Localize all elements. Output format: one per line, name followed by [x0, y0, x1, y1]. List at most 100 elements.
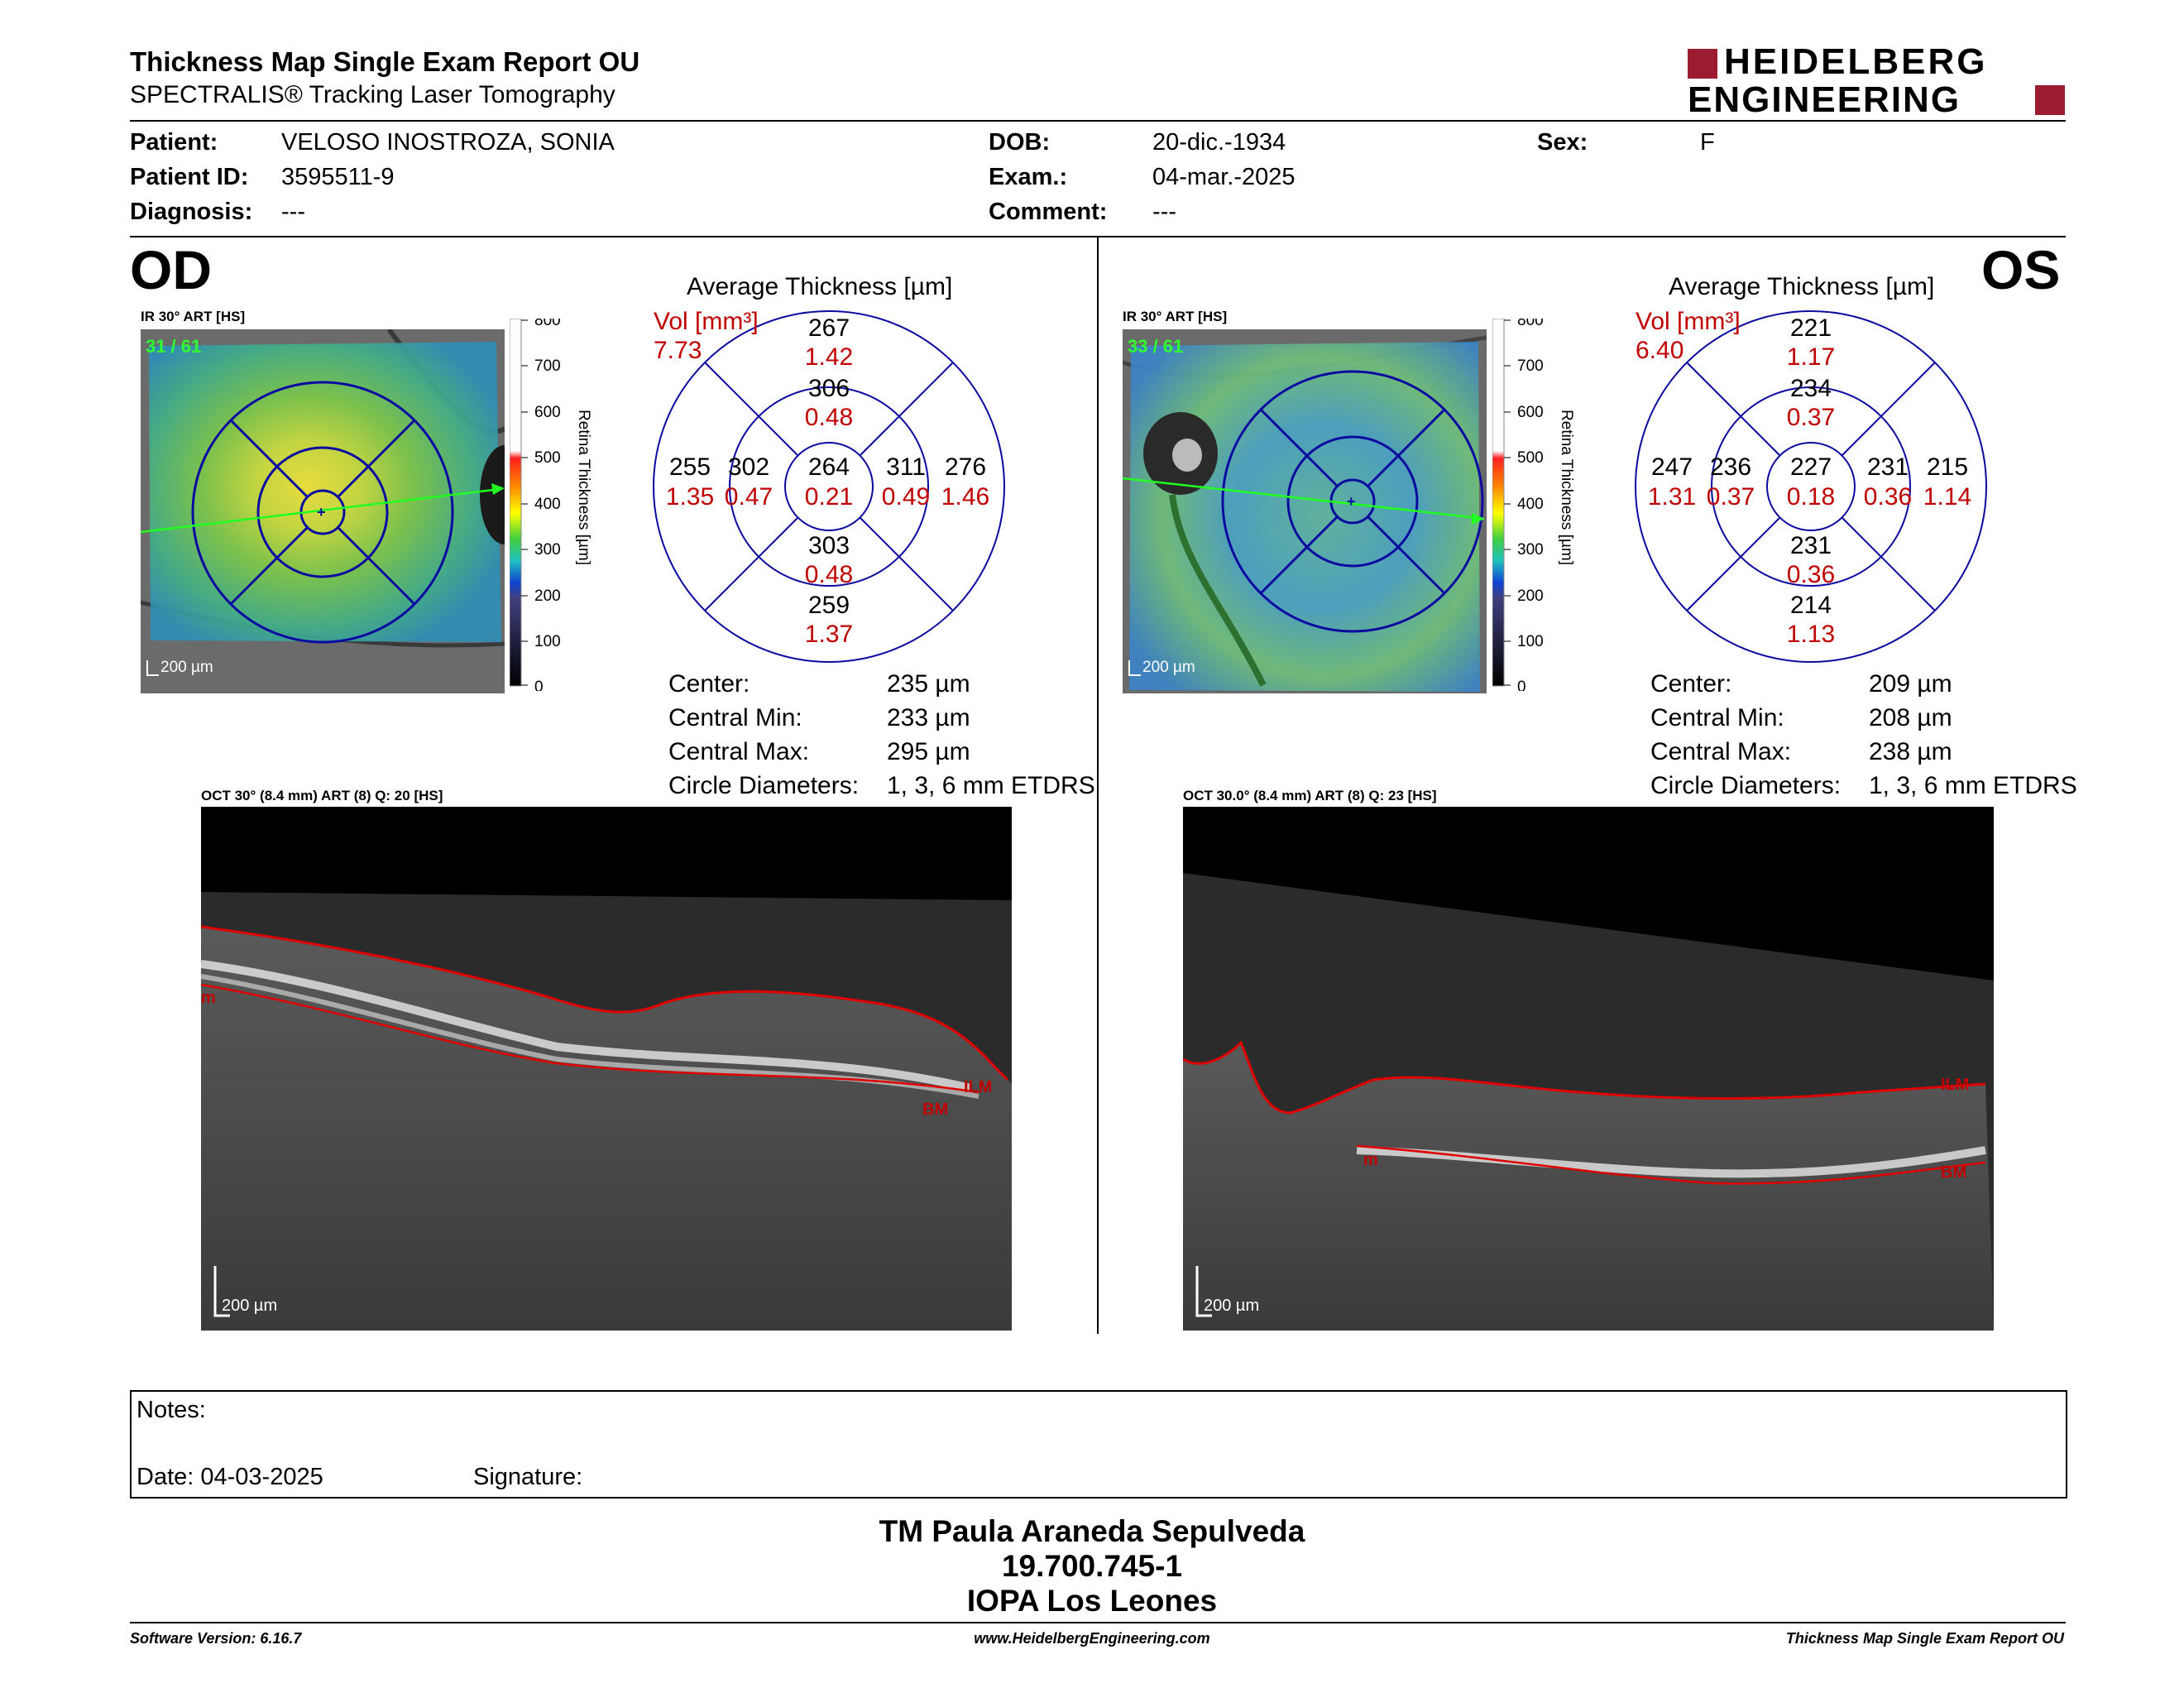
od-outer-left-thickness: 255 — [668, 453, 711, 481]
logo-line-2: ENGINEERING — [1688, 79, 1961, 120]
eye-label-od: OD — [130, 239, 212, 300]
od-vol-label: Vol [mm³] — [654, 308, 759, 335]
od-outer-right-vol: 1.46 — [941, 483, 990, 511]
exam-label: Exam.: — [989, 164, 1068, 190]
patient-rule — [130, 236, 2066, 237]
od-fundus-scale: 200 µm — [160, 659, 213, 676]
os-outer-left-vol: 1.31 — [1647, 483, 1697, 511]
os-center-label: Center: — [1650, 670, 1732, 698]
os-inner-left-vol: 0.37 — [1706, 483, 1755, 511]
od-inner-right-vol: 0.49 — [881, 483, 931, 511]
os-circle-label: Circle Diameters: — [1650, 772, 1842, 799]
cb-tick: 200 — [534, 587, 561, 605]
notes-label: Notes: — [136, 1397, 206, 1423]
os-oct-title: OCT 30.0° (8.4 mm) ART (8) Q: 23 [HS] — [1183, 788, 1437, 803]
center-divider — [1097, 237, 1099, 1334]
cb-tick: 300 — [534, 541, 561, 559]
sex-label: Sex: — [1537, 129, 1588, 156]
od-frame-count: 31 / 61 — [146, 336, 201, 357]
report-subtitle: SPECTRALIS® Tracking Laser Tomography — [130, 81, 615, 108]
os-center-vol: 0.18 — [1786, 483, 1836, 511]
comment-value: --- — [1152, 199, 1176, 225]
od-inner-left-vol: 0.47 — [724, 483, 774, 511]
footer-rule — [130, 1622, 2066, 1623]
signoff-name: TM Paula Araneda Sepulveda — [879, 1514, 1305, 1548]
od-oct-bscan: m ILM BM 200 µm — [201, 807, 1012, 1331]
footer-report-name: Thickness Map Single Exam Report OU — [1785, 1630, 2064, 1647]
cb-tick: 600 — [534, 404, 561, 421]
os-inner-sup-thickness: 234 — [1789, 375, 1832, 402]
eye-label-os: OS — [1981, 239, 2061, 300]
os-outer-inf-vol: 1.13 — [1786, 621, 1836, 648]
logo-line-1: HEIDELBERG — [1724, 41, 1988, 82]
od-oct-m-label: m — [201, 989, 216, 1007]
cb-tick: 400 — [534, 496, 561, 513]
od-central-min-label: Central Min: — [668, 704, 802, 731]
os-central-max-value: 238 µm — [1869, 738, 1952, 765]
os-circle-value: 1, 3, 6 mm ETDRS — [1869, 772, 2077, 799]
od-oct-bm-label: BM — [922, 1101, 948, 1119]
od-center-vol: 0.21 — [804, 483, 854, 511]
os-inner-right-vol: 0.36 — [1863, 483, 1913, 511]
os-outer-sup-thickness: 221 — [1789, 314, 1832, 342]
cb-tick: 500 — [534, 449, 561, 467]
cb-tick: 600 — [1517, 404, 1544, 421]
od-vol-total: 7.73 — [654, 337, 702, 364]
cb-tick: 800 — [1517, 319, 1544, 329]
footer-website[interactable]: www.HeidelbergEngineering.com — [974, 1630, 1210, 1647]
od-inner-inf-vol: 0.48 — [804, 561, 854, 588]
exam-value: 04-mar.-2025 — [1152, 164, 1296, 190]
report-title: Thickness Map Single Exam Report OU — [130, 46, 640, 77]
os-central-max-label: Central Max: — [1650, 738, 1792, 765]
os-oct-bscan: m ILM BM 200 µm — [1183, 807, 1994, 1331]
cb-tick: 300 — [1517, 541, 1544, 559]
header-rule — [130, 120, 2066, 122]
os-oct-scale: 200 µm — [1204, 1297, 1259, 1315]
diagnosis-value: --- — [281, 199, 305, 225]
diagnosis-label: Diagnosis: — [130, 199, 253, 225]
sex-value: F — [1700, 129, 1715, 156]
patient-label: Patient: — [130, 129, 218, 156]
od-outer-right-thickness: 276 — [944, 453, 987, 481]
od-outer-inf-thickness: 259 — [807, 592, 850, 619]
os-frame-count: 33 / 61 — [1128, 336, 1183, 357]
od-outer-sup-vol: 1.42 — [804, 343, 854, 371]
os-outer-right-vol: 1.14 — [1923, 483, 1972, 511]
od-oct-ilm-label: ILM — [964, 1078, 992, 1096]
svg-text:+: + — [317, 504, 326, 520]
cb-tick: 500 — [1517, 449, 1544, 467]
comment-label: Comment: — [989, 199, 1108, 225]
od-fundus-thickness-map: + 31 / 61 200 µm — [140, 328, 529, 693]
os-inner-sup-vol: 0.37 — [1786, 404, 1836, 431]
od-ir-title: IR 30° ART [HS] — [141, 309, 246, 324]
od-outer-left-vol: 1.35 — [665, 483, 715, 511]
od-inner-right-thickness: 311 — [886, 453, 926, 481]
cb-tick: 0 — [1517, 679, 1526, 691]
os-central-min-value: 208 µm — [1869, 704, 1952, 731]
colorbar-title: Retina Thickness [µm] — [1558, 410, 1575, 565]
os-central-min-label: Central Min: — [1650, 704, 1784, 731]
od-inner-inf-thickness: 303 — [807, 532, 850, 559]
od-center-label: Center: — [668, 670, 750, 698]
cb-tick: 100 — [1517, 633, 1544, 650]
os-etdrs-grid — [1631, 306, 1995, 670]
patient-name: VELOSO INOSTROZA, SONIA — [281, 129, 615, 156]
od-inner-sup-thickness: 306 — [807, 375, 850, 402]
signature-label: Signature: — [473, 1464, 583, 1490]
os-inner-right-thickness: 231 — [1866, 453, 1909, 481]
patient-id-value: 3595511-9 — [281, 164, 395, 190]
os-outer-right-thickness: 215 — [1926, 453, 1969, 481]
os-fundus-thickness-map: + 33 / 61 200 µm — [1122, 329, 1487, 693]
os-outer-inf-thickness: 214 — [1789, 592, 1832, 619]
od-oct-title: OCT 30° (8.4 mm) ART (8) Q: 20 [HS] — [201, 788, 443, 803]
cb-tick: 700 — [534, 357, 561, 375]
notes-box[interactable]: Notes: Date: 04-03-2025 Signature: — [130, 1390, 2067, 1499]
colorbar-title: Retina Thickness [µm] — [575, 410, 592, 565]
dob-label: DOB: — [989, 129, 1051, 156]
cb-tick: 0 — [534, 679, 544, 691]
heidelberg-logo: HEIDELBERG ENGINEERING — [1688, 42, 2068, 120]
od-etdrs-grid — [649, 306, 1013, 670]
cb-tick: 800 — [534, 319, 561, 329]
od-circle-value: 1, 3, 6 mm ETDRS — [887, 772, 1095, 799]
od-central-max-value: 295 µm — [887, 738, 970, 765]
